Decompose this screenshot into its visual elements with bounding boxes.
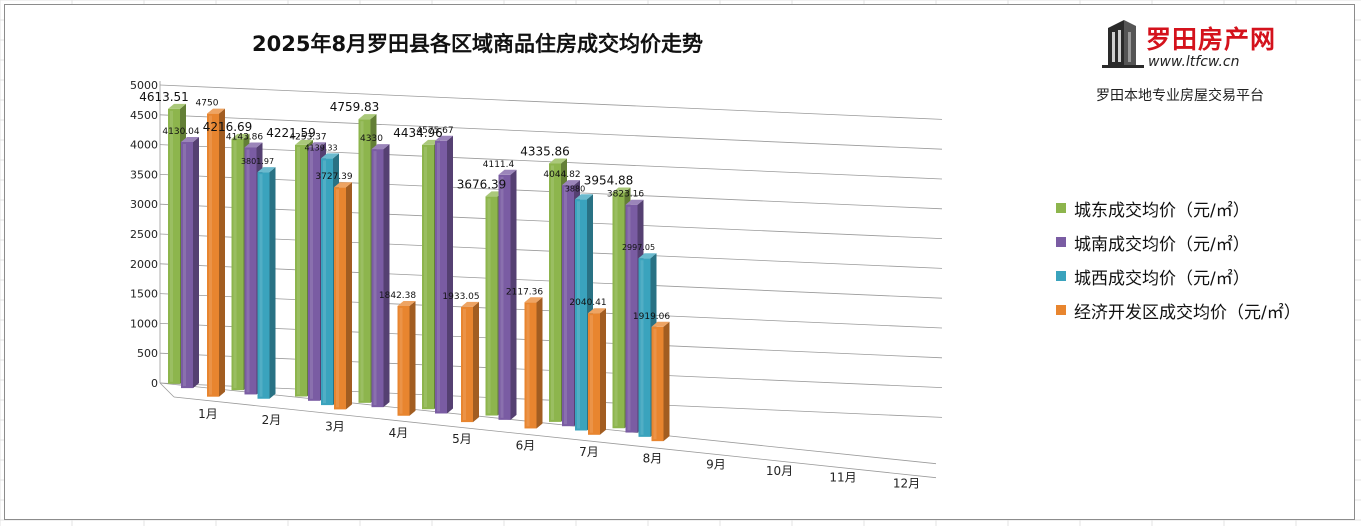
- y-tick-label: 2000: [130, 258, 158, 271]
- data-label: 3727.39: [315, 172, 352, 182]
- x-tick-label: 2月: [262, 413, 282, 427]
- chart-title: 2025年8月罗田县各区域商品住房成交均价走势: [252, 32, 704, 56]
- data-label: 3880: [565, 184, 585, 193]
- x-axis-ticks: 1月 2月 3月 4月 5月 6月 7月 8月 9月 10月 11月 12月: [198, 407, 920, 491]
- y-tick-label: 3000: [130, 198, 158, 211]
- bar: [371, 144, 390, 408]
- bar: [207, 108, 225, 397]
- data-label: 4434.96: [393, 126, 443, 140]
- legend-label-west: 城西成交均价（元/㎡）: [1074, 269, 1250, 289]
- gridline: [159, 84, 943, 120]
- legend-swatch-west: [1056, 271, 1066, 281]
- x-tick-label: 1月: [198, 407, 218, 421]
- data-label: 3676.39: [457, 177, 507, 191]
- x-tick-label: 10月: [766, 464, 793, 478]
- x-tick-label: 8月: [643, 451, 663, 465]
- data-label: 3954.88: [584, 174, 634, 188]
- data-label: 2040.41: [569, 298, 606, 308]
- bars: [168, 103, 670, 442]
- legend-swatch-dev-zone: [1056, 305, 1066, 315]
- x-tick-label: 5月: [452, 432, 472, 446]
- x-tick-label: 6月: [516, 439, 536, 453]
- y-tick-label: 0: [151, 377, 158, 390]
- data-label: 1919.06: [633, 312, 670, 322]
- y-tick-label: 1000: [130, 317, 158, 330]
- gridline: [159, 114, 943, 150]
- data-label: 4613.51: [139, 90, 189, 104]
- data-label: 4130.04: [162, 127, 199, 137]
- bar: [257, 167, 276, 399]
- data-label: 2117.36: [506, 287, 543, 297]
- site-logo: 罗田房产网 www.ltfcw.cn 罗田本地专业房屋交易平台: [1090, 12, 1300, 107]
- data-label: 4139.33: [304, 143, 337, 152]
- data-label: 4143.86: [226, 132, 263, 142]
- y-tick-label: 4000: [130, 139, 158, 152]
- logo-slogan: 罗田本地专业房屋交易平台: [1096, 88, 1264, 104]
- data-label: 3801.97: [241, 157, 274, 166]
- bar: [461, 301, 479, 423]
- x-tick-label: 9月: [706, 458, 726, 472]
- logo-url: www.ltfcw.cn: [1148, 54, 1240, 70]
- y-tick-label: 2500: [130, 228, 158, 241]
- legend-swatch-east: [1056, 203, 1066, 213]
- y-tick-label: 5000: [130, 79, 158, 92]
- y-tick-label: 500: [137, 347, 158, 360]
- y-tick-label: 3500: [130, 168, 158, 181]
- bar: [524, 297, 543, 429]
- bar: [397, 300, 416, 416]
- data-label: 4216.69: [203, 120, 253, 134]
- data-label: 3823.16: [607, 190, 644, 200]
- legend-label-east: 城东成交均价（元/㎡）: [1074, 201, 1250, 221]
- data-label: 4759.83: [330, 100, 380, 114]
- bar: [498, 169, 517, 420]
- data-label: 4111.4: [483, 160, 515, 170]
- y-axis-ticks: 0 500 1000 1500 2000 2500 3000 3500 4000 4500 5000: [130, 79, 158, 390]
- data-label: 4575.67: [416, 126, 453, 136]
- legend-swatch-south: [1056, 237, 1066, 247]
- data-label: 1842.38: [379, 291, 416, 301]
- data-label: 4253.37: [289, 132, 326, 142]
- x-tick-label: 12月: [893, 477, 920, 491]
- data-label: 1933.05: [442, 292, 479, 302]
- data-label: 2997.05: [622, 243, 655, 252]
- gridline: [159, 144, 943, 180]
- data-label: 4335.86: [520, 144, 570, 158]
- x-tick-label: 3月: [325, 420, 345, 434]
- bar: [588, 308, 606, 435]
- data-label: 4750: [196, 99, 219, 109]
- x-tick-label: 11月: [829, 470, 856, 484]
- x-tick-label: 4月: [389, 426, 409, 440]
- building-icon: [1102, 20, 1144, 68]
- legend-label-dev-zone: 经济开发区成交均价（元/㎡）: [1074, 303, 1301, 323]
- chart-area[interactable]: [4, 4, 1355, 520]
- legend-label-south: 城南成交均价（元/㎡）: [1074, 235, 1250, 255]
- bar: [181, 136, 199, 389]
- y-tick-label: 1500: [130, 288, 158, 301]
- data-label: 4221.59: [266, 126, 316, 140]
- bar: [334, 182, 352, 410]
- data-label: 4330: [360, 134, 383, 144]
- data-label: 4044.82: [543, 170, 580, 180]
- y-tick-label: 4500: [130, 109, 158, 122]
- bar: [651, 321, 670, 442]
- x-tick-label: 7月: [579, 445, 599, 459]
- logo-brand: 罗田房产网: [1146, 25, 1277, 54]
- bar: [435, 135, 453, 414]
